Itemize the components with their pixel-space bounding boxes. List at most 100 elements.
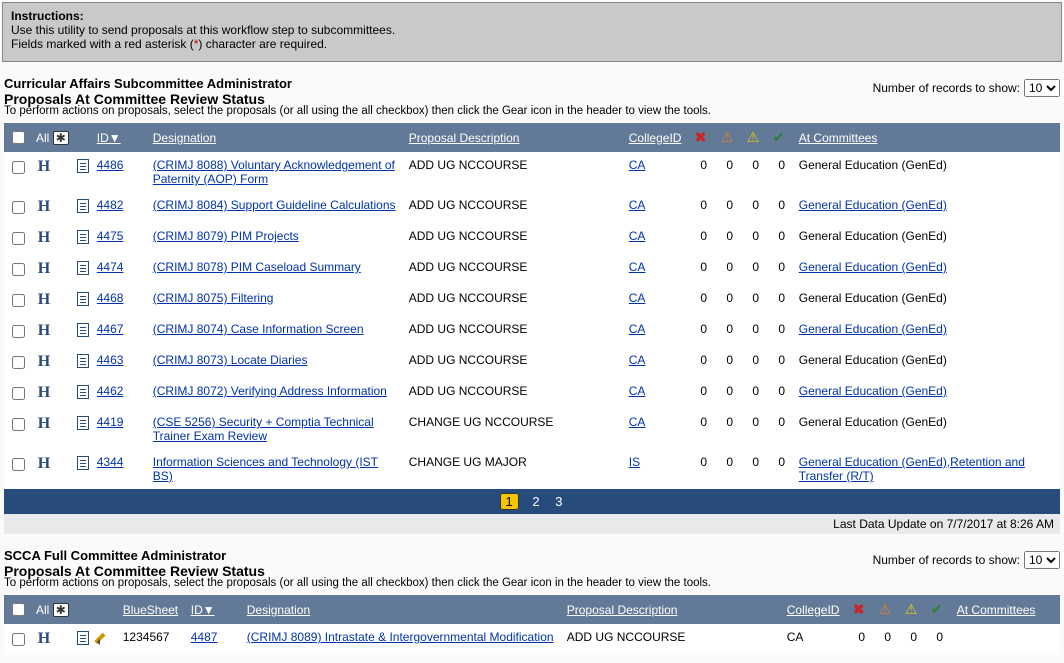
document-icon[interactable] bbox=[77, 261, 89, 275]
history-icon[interactable]: H bbox=[36, 198, 52, 216]
college-id-link[interactable]: CA bbox=[629, 291, 646, 305]
header-at-committees-2[interactable]: At Committees bbox=[957, 603, 1036, 617]
header-college-id[interactable]: CollegeID bbox=[629, 131, 682, 145]
proposal-id-link[interactable]: 4463 bbox=[97, 353, 124, 367]
designation-link[interactable]: (CRIMJ 8089) Intrastate & Intergovernmen… bbox=[247, 630, 554, 644]
designation-link[interactable]: (CRIMJ 8088) Voluntary Acknowledgement o… bbox=[153, 158, 395, 186]
history-icon[interactable]: H bbox=[36, 229, 52, 247]
document-icon[interactable] bbox=[77, 631, 89, 645]
header-bluesheet[interactable]: BlueSheet bbox=[123, 603, 178, 617]
proposal-id-link[interactable]: 4482 bbox=[97, 198, 124, 212]
college-id-link[interactable]: CA bbox=[629, 158, 646, 172]
document-icon[interactable] bbox=[77, 385, 89, 399]
designation-link[interactable]: (CRIMJ 8075) Filtering bbox=[153, 291, 274, 305]
proposal-id-link[interactable]: 4344 bbox=[97, 455, 124, 469]
records-select[interactable]: 10 bbox=[1024, 79, 1060, 97]
document-icon[interactable] bbox=[77, 354, 89, 368]
history-icon[interactable]: H bbox=[36, 630, 52, 648]
proposal-id-link[interactable]: 4462 bbox=[97, 384, 124, 398]
designation-link[interactable]: (CSE 5256) Security + Comptia Technical … bbox=[153, 415, 374, 443]
header-at-committees[interactable]: At Committees bbox=[799, 131, 878, 145]
header-proposal-description-2[interactable]: Proposal Description bbox=[567, 603, 678, 617]
college-id-link[interactable]: CA bbox=[629, 229, 646, 243]
college-id-link[interactable]: CA bbox=[629, 384, 646, 398]
header-proposal-description[interactable]: Proposal Description bbox=[409, 131, 520, 145]
history-icon[interactable]: H bbox=[36, 260, 52, 278]
proposals-table-1: All ✱ ID▼ Designation Proposal Descripti… bbox=[4, 123, 1060, 489]
college-id-link[interactable]: CA bbox=[629, 198, 646, 212]
row-checkbox[interactable] bbox=[12, 387, 25, 400]
proposal-id-link[interactable]: 4467 bbox=[97, 322, 124, 336]
history-icon[interactable]: H bbox=[36, 415, 52, 433]
history-icon[interactable]: H bbox=[36, 455, 52, 473]
history-icon[interactable]: H bbox=[36, 158, 52, 176]
designation-link[interactable]: (CRIMJ 8072) Verifying Address Informati… bbox=[153, 384, 387, 398]
committee-text: General Education (GenEd) bbox=[799, 291, 947, 305]
history-icon[interactable]: H bbox=[36, 322, 52, 340]
proposal-id-link[interactable]: 4487 bbox=[191, 630, 218, 644]
designation-link[interactable]: (CRIMJ 8079) PIM Projects bbox=[153, 229, 299, 243]
committee-link[interactable]: General Education (GenEd) bbox=[799, 322, 947, 336]
records-label: Number of records to show: bbox=[873, 81, 1020, 95]
row-checkbox[interactable] bbox=[12, 418, 25, 431]
records-select-2[interactable]: 10 bbox=[1024, 551, 1060, 569]
gear-icon-2[interactable]: ✱ bbox=[53, 603, 69, 617]
row-checkbox[interactable] bbox=[12, 325, 25, 338]
count-warn-yellow: 0 bbox=[752, 415, 759, 429]
college-id-link[interactable]: CA bbox=[629, 353, 646, 367]
history-icon[interactable]: H bbox=[36, 353, 52, 371]
header-college-id-2[interactable]: CollegeID bbox=[787, 603, 840, 617]
pager-page-3[interactable]: 3 bbox=[555, 494, 562, 509]
header-designation-2[interactable]: Designation bbox=[247, 603, 310, 617]
gear-icon[interactable]: ✱ bbox=[53, 131, 69, 145]
document-icon[interactable] bbox=[77, 416, 89, 430]
document-icon[interactable] bbox=[77, 456, 89, 470]
header-designation[interactable]: Designation bbox=[153, 131, 216, 145]
document-icon[interactable] bbox=[77, 292, 89, 306]
count-ok: 0 bbox=[778, 353, 785, 367]
select-all-checkbox-2[interactable] bbox=[12, 603, 25, 616]
designation-link[interactable]: (CRIMJ 8078) PIM Caseload Summary bbox=[153, 260, 361, 274]
row-checkbox[interactable] bbox=[12, 201, 25, 214]
row-checkbox[interactable] bbox=[12, 294, 25, 307]
proposal-id-link[interactable]: 4474 bbox=[97, 260, 124, 274]
count-warn-yellow: 0 bbox=[752, 198, 759, 212]
row-checkbox[interactable] bbox=[12, 161, 25, 174]
count-warn-yellow: 0 bbox=[752, 384, 759, 398]
row-checkbox[interactable] bbox=[12, 356, 25, 369]
proposal-id-link[interactable]: 4486 bbox=[97, 158, 124, 172]
college-id-link[interactable]: CA bbox=[629, 322, 646, 336]
document-icon[interactable] bbox=[77, 159, 89, 173]
row-checkbox[interactable] bbox=[12, 263, 25, 276]
warning-red-icon: ⚠ bbox=[721, 129, 734, 145]
header-id-2[interactable]: ID▼ bbox=[191, 603, 215, 617]
designation-link[interactable]: (CRIMJ 8073) Locate Diaries bbox=[153, 353, 308, 367]
pager-page-2[interactable]: 2 bbox=[532, 494, 539, 509]
designation-link[interactable]: (CRIMJ 8084) Support Guideline Calculati… bbox=[153, 198, 396, 212]
document-icon[interactable] bbox=[77, 199, 89, 213]
committee-link[interactable]: General Education (GenEd) bbox=[799, 384, 947, 398]
designation-link[interactable]: (CRIMJ 8074) Case Information Screen bbox=[153, 322, 364, 336]
edit-icon[interactable] bbox=[97, 630, 111, 644]
proposal-id-link[interactable]: 4468 bbox=[97, 291, 124, 305]
college-id-link[interactable]: CA bbox=[629, 415, 646, 429]
document-icon[interactable] bbox=[77, 323, 89, 337]
proposal-id-link[interactable]: 4419 bbox=[97, 415, 124, 429]
table-row: H 4482 (CRIMJ 8084) Support Guideline Ca… bbox=[4, 192, 1060, 223]
college-id-link[interactable]: CA bbox=[629, 260, 646, 274]
header-id[interactable]: ID▼ bbox=[97, 131, 121, 145]
designation-link[interactable]: Information Sciences and Technology (IST… bbox=[153, 455, 378, 483]
document-icon[interactable] bbox=[77, 230, 89, 244]
committee-link[interactable]: General Education (GenEd) bbox=[799, 198, 947, 212]
row-checkbox[interactable] bbox=[12, 232, 25, 245]
history-icon[interactable]: H bbox=[36, 291, 52, 309]
proposal-id-link[interactable]: 4475 bbox=[97, 229, 124, 243]
count-ok: 0 bbox=[778, 455, 785, 469]
row-checkbox[interactable] bbox=[12, 458, 25, 471]
select-all-checkbox[interactable] bbox=[12, 131, 25, 144]
college-id-link[interactable]: IS bbox=[629, 455, 640, 469]
row-checkbox[interactable] bbox=[12, 633, 25, 646]
committee-link[interactable]: General Education (GenEd) bbox=[799, 260, 947, 274]
committee-link[interactable]: General Education (GenEd),Retention and … bbox=[799, 455, 1025, 483]
history-icon[interactable]: H bbox=[36, 384, 52, 402]
